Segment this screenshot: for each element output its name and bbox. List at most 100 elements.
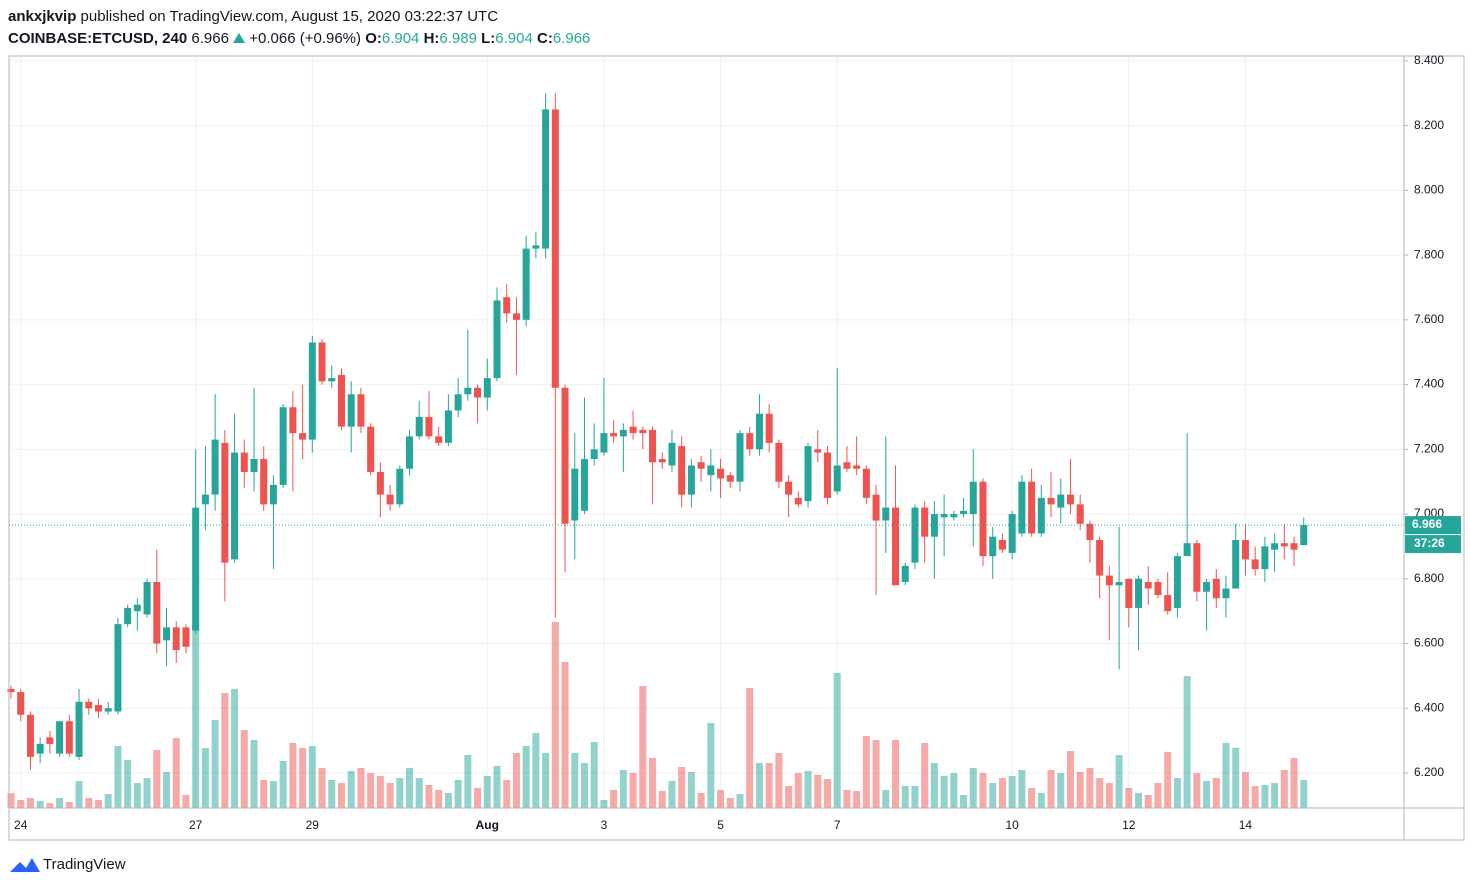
candle-body — [435, 436, 443, 443]
x-tick-label: 3 — [601, 818, 608, 832]
open-value: 6.904 — [381, 30, 420, 47]
volume-bar — [1222, 743, 1230, 808]
author: ankxjkvip — [8, 8, 77, 25]
candle-body — [960, 510, 968, 515]
volume-bar — [532, 733, 540, 808]
candle-body — [1212, 578, 1220, 599]
y-tick-label: 7.200 — [1414, 441, 1444, 455]
symbol: COINBASE:ETCUSD, 240 — [8, 30, 188, 47]
volume-bar — [1144, 795, 1152, 808]
volume-bar — [775, 753, 783, 808]
candle-body — [1183, 543, 1191, 557]
candle-body — [921, 507, 929, 537]
candle-body — [75, 701, 83, 757]
candle-body — [347, 394, 355, 427]
x-tick-label: 10 — [1005, 818, 1019, 832]
x-tick-label: 27 — [189, 818, 203, 832]
volume-bar — [1086, 768, 1094, 808]
candle-body — [551, 109, 559, 388]
candle-body — [143, 582, 151, 615]
volume-bar — [1290, 758, 1298, 808]
volume-bar — [483, 776, 491, 808]
volume-bar — [240, 730, 248, 808]
volume-bar — [435, 790, 443, 808]
volume-bar — [1066, 751, 1074, 808]
volume-bar — [746, 688, 754, 808]
candle-body — [639, 429, 647, 434]
candle-body — [114, 624, 122, 712]
volume-bar — [639, 686, 647, 808]
x-tick-label: 12 — [1122, 818, 1136, 832]
candle-body — [1105, 575, 1113, 586]
candle-body — [192, 507, 200, 631]
volume-bar — [1280, 770, 1288, 808]
candle-body — [1066, 494, 1074, 505]
candle-body — [36, 743, 44, 754]
candle-body — [843, 462, 851, 469]
candle-body — [1057, 494, 1065, 508]
candle-body — [775, 442, 783, 482]
volume-bar — [1057, 773, 1065, 808]
candle-body — [989, 536, 997, 557]
volume-bar — [289, 743, 297, 808]
candle-body — [104, 708, 112, 712]
high-value: 6.989 — [439, 30, 477, 47]
candle-body — [376, 471, 384, 495]
volume-bar — [950, 773, 958, 808]
logo-text: TradingView — [43, 856, 126, 873]
high-label: H: — [423, 30, 440, 47]
volume-bar — [989, 783, 997, 808]
volume-bar — [454, 780, 462, 808]
volume-bar — [892, 740, 900, 808]
x-tick-label: 14 — [1239, 818, 1253, 832]
volume-bar — [678, 767, 686, 808]
candle-body — [56, 721, 64, 754]
volume-bar — [7, 793, 15, 808]
volume-bar — [1173, 778, 1181, 808]
x-tick-label: 24 — [14, 818, 28, 832]
candle-body — [1203, 582, 1211, 592]
low-label: L: — [481, 30, 496, 47]
volume-bar — [717, 790, 725, 808]
volume-bar — [726, 798, 734, 808]
volume-bar — [163, 772, 171, 808]
candle-body — [415, 416, 423, 437]
candle-body — [26, 714, 34, 757]
candle-body — [726, 475, 734, 482]
up-arrow — [233, 33, 246, 43]
candle-body — [269, 484, 277, 505]
candle-body — [299, 433, 307, 440]
candle-body — [678, 446, 686, 495]
candle-body — [182, 627, 190, 647]
candle-body — [337, 374, 345, 427]
change: +0.066 (+0.96%) — [249, 30, 362, 47]
volume-bar — [104, 794, 112, 808]
candle-body — [736, 433, 744, 482]
volume-bar — [979, 773, 987, 808]
volume-bar — [56, 798, 64, 808]
candle-body — [1144, 582, 1152, 589]
candle-body — [396, 468, 404, 505]
candle-body — [979, 481, 987, 557]
candle-body — [1037, 497, 1045, 534]
volume-bar — [512, 753, 520, 808]
y-tick-label: 7.600 — [1414, 312, 1444, 326]
volume-bar — [1047, 770, 1055, 808]
candle-body — [512, 313, 520, 320]
countdown-box — [1405, 535, 1461, 554]
candle-body — [998, 539, 1006, 550]
volume-bar — [814, 775, 822, 808]
volume-bar — [571, 753, 579, 808]
low-value: 6.904 — [495, 30, 533, 47]
candle-body — [658, 459, 666, 463]
volume-bar — [1212, 778, 1220, 808]
volume-bar — [794, 773, 802, 808]
volume-bar — [406, 768, 414, 808]
y-tick-label: 6.200 — [1414, 765, 1444, 779]
volume-bar — [1008, 776, 1016, 808]
candle-body — [1290, 543, 1298, 550]
candle-body — [231, 452, 239, 560]
candle-body — [697, 462, 705, 469]
candle-body — [464, 387, 472, 395]
candle-body — [406, 436, 414, 469]
